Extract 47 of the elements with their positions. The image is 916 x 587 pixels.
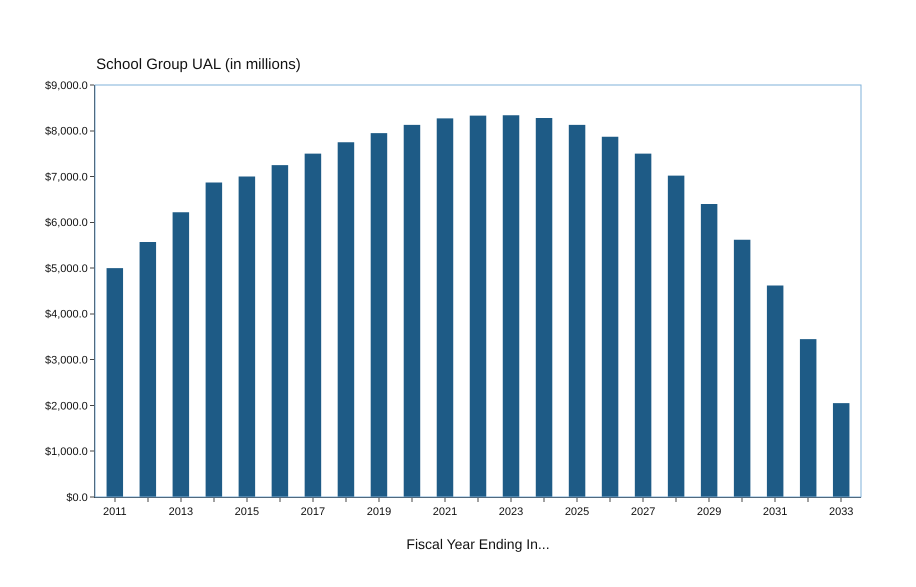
- bar: [370, 133, 388, 497]
- bar: [766, 286, 784, 497]
- bar: [304, 154, 322, 497]
- y-tick-label: $9,000.0: [44, 80, 88, 92]
- y-tick-label: $8,000.0: [44, 126, 88, 138]
- x-tick-label: 2013: [168, 506, 194, 518]
- bar: [238, 176, 256, 497]
- bar: [832, 403, 850, 497]
- bar: [536, 118, 552, 497]
- y-tick-label: $6,000.0: [44, 217, 88, 230]
- x-tick-label: 2011: [102, 506, 127, 518]
- x-tick-label: 2021: [432, 506, 458, 518]
- x-tick-label: 2017: [300, 506, 326, 518]
- y-tick-label: $7,000.0: [44, 171, 88, 184]
- y-tick-label: $1,000.0: [44, 446, 88, 458]
- bar: [106, 268, 124, 497]
- bar: [502, 115, 520, 497]
- x-axis-title: Fiscal Year Ending In...: [406, 536, 550, 552]
- y-tick-label: $0.0: [66, 492, 88, 504]
- chart-title: School Group UAL (in millions): [96, 56, 301, 74]
- bar: [436, 118, 454, 497]
- x-tick-label: 2033: [828, 506, 854, 518]
- bar: [338, 142, 354, 497]
- x-tick-label: 2025: [564, 506, 590, 518]
- bar: [602, 136, 618, 497]
- y-tick-label: $5,000.0: [44, 262, 88, 275]
- bar: [568, 124, 586, 497]
- bar: [470, 116, 486, 497]
- x-tick-label: 2031: [762, 506, 788, 518]
- bar: [734, 240, 750, 497]
- bar: [206, 182, 222, 497]
- x-tick-label: 2027: [630, 506, 656, 518]
- bar: [668, 176, 684, 497]
- y-tick-label: $2,000.0: [44, 400, 88, 412]
- x-tick-label: 2023: [498, 506, 524, 518]
- bar: [634, 154, 652, 497]
- bar: [800, 339, 816, 497]
- x-tick-label: 2015: [234, 506, 260, 518]
- y-tick-label: $4,000.0: [44, 308, 88, 321]
- bar: [140, 242, 156, 497]
- x-tick-label: 2029: [696, 506, 722, 518]
- bar: [404, 124, 420, 497]
- bar: [700, 204, 718, 497]
- bar: [272, 165, 288, 497]
- bar: [172, 212, 190, 497]
- y-tick-label: $3,000.0: [44, 354, 88, 367]
- x-tick-label: 2019: [366, 506, 392, 518]
